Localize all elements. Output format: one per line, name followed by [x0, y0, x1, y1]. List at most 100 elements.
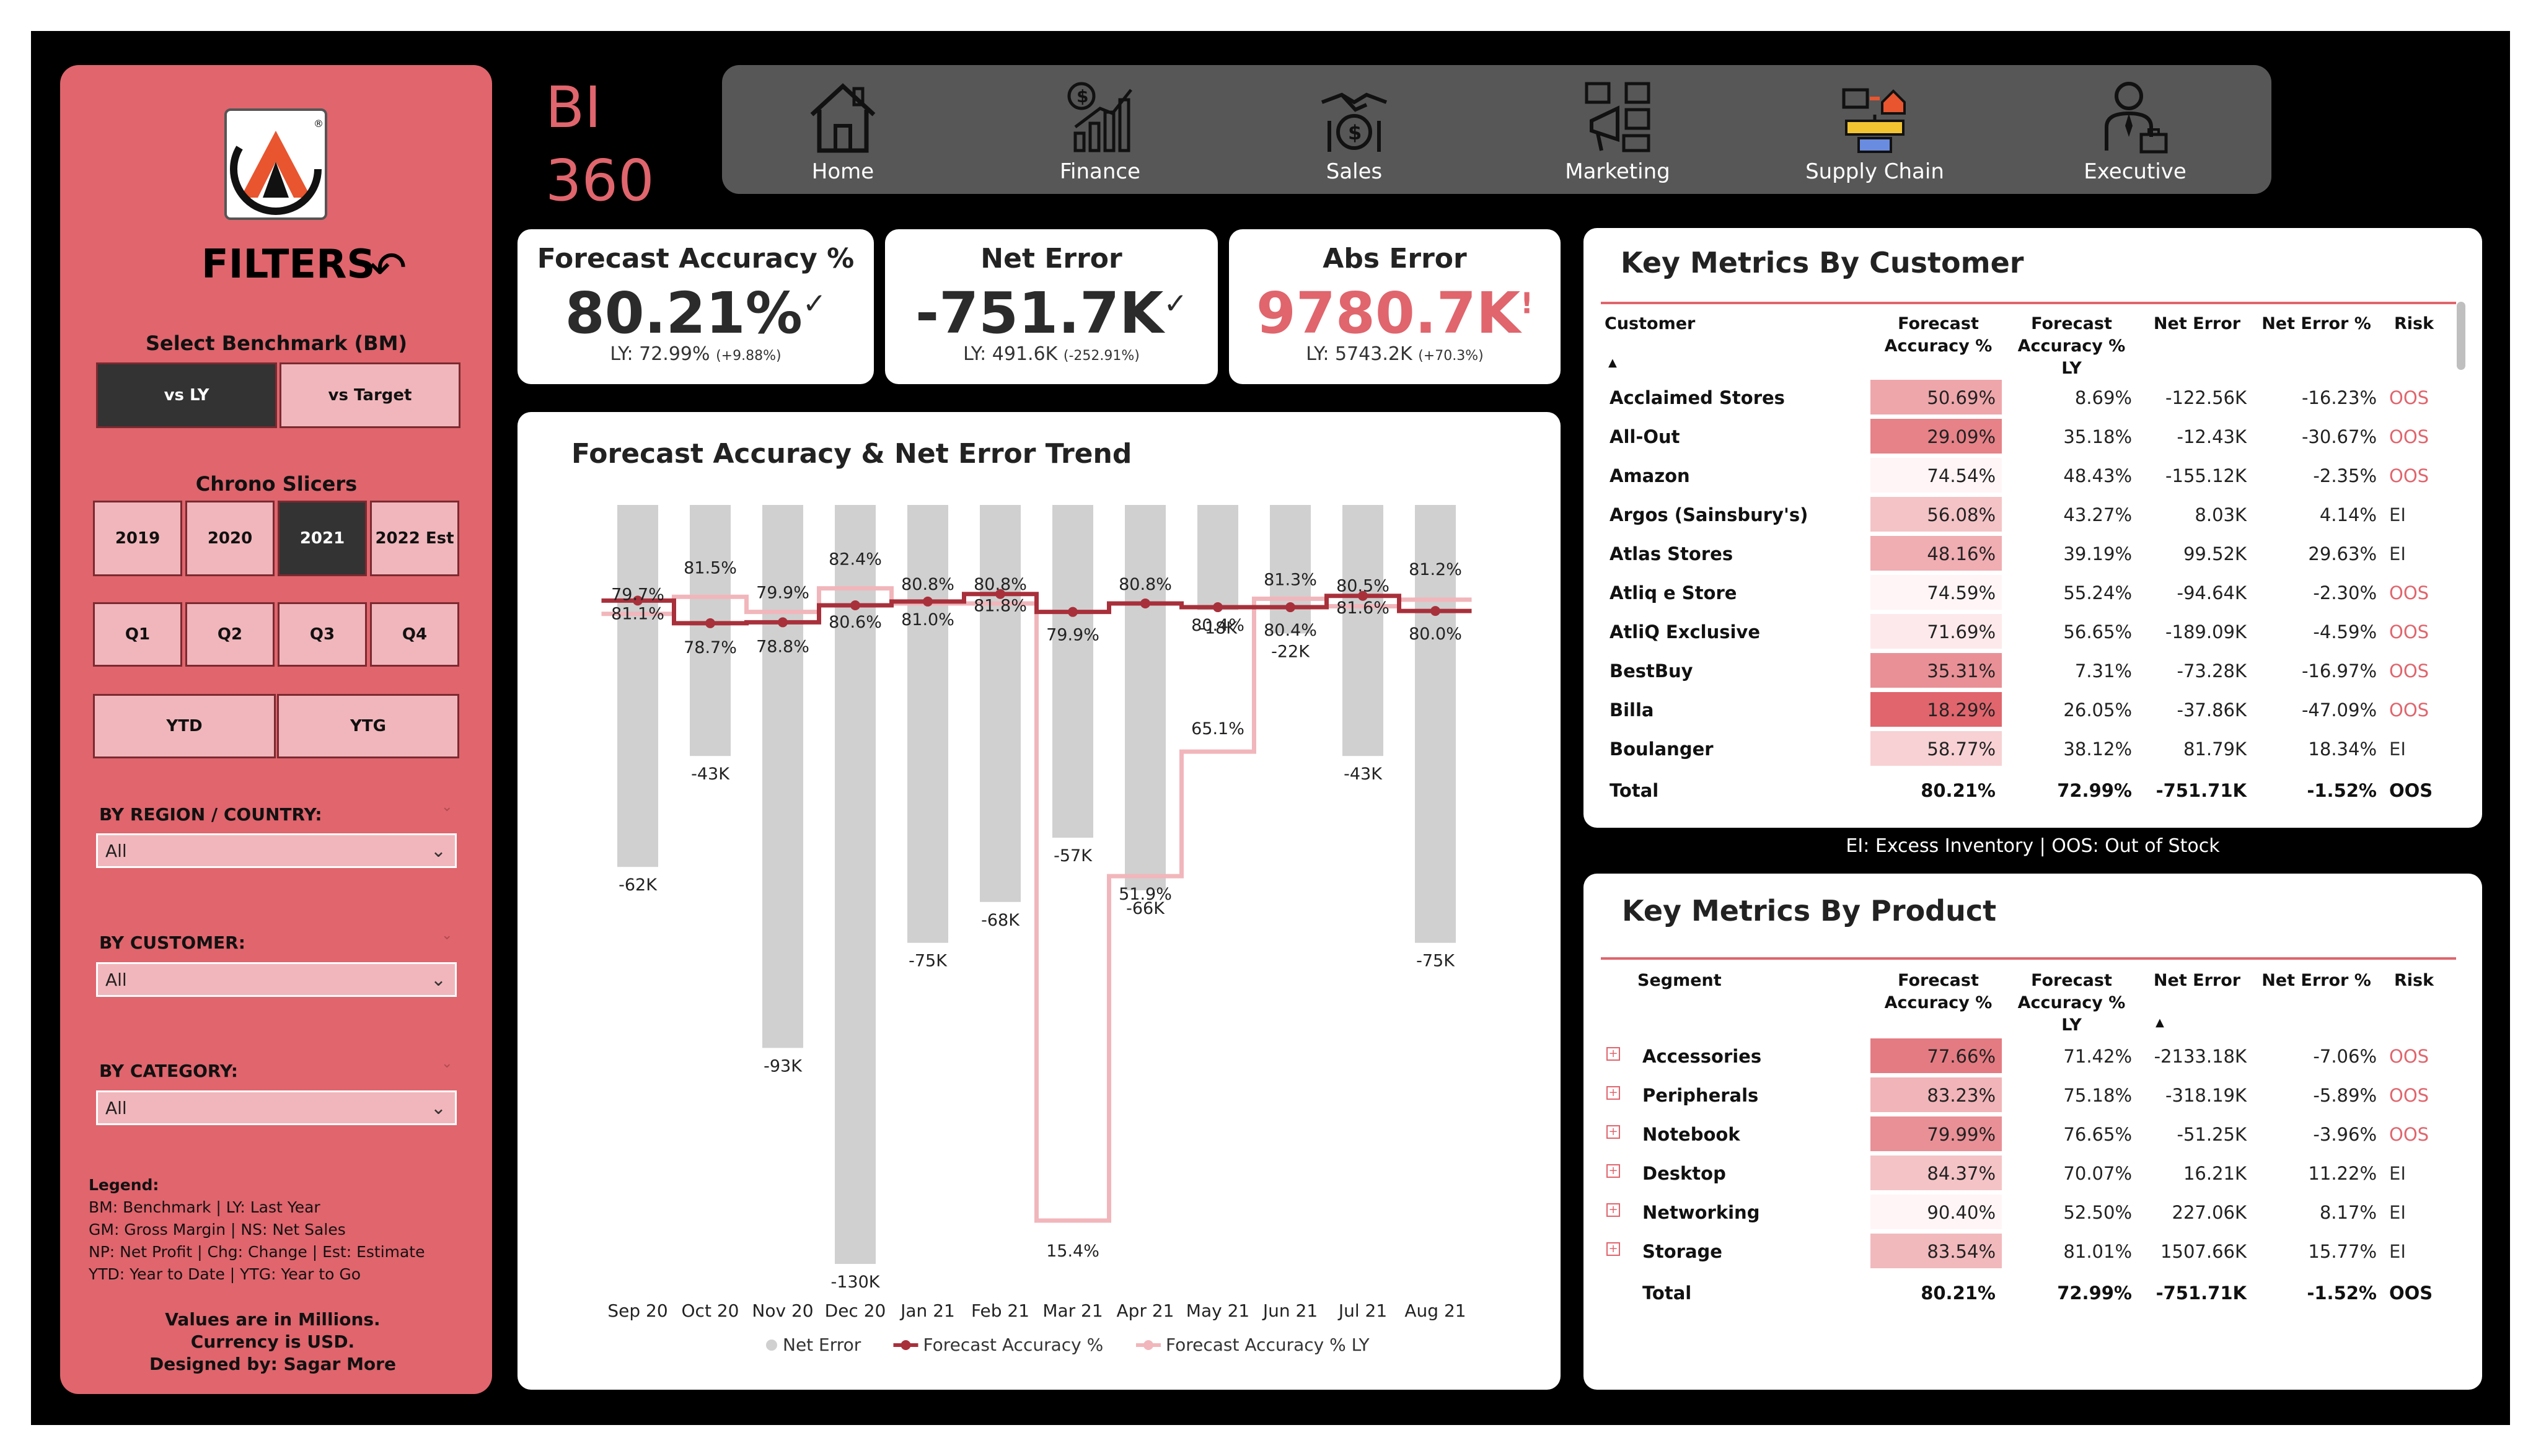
- table-cell[interactable]: Billa: [1610, 699, 1654, 721]
- column-header[interactable]: Net Error: [2151, 970, 2244, 992]
- table-cell[interactable]: Atliq e Store: [1610, 582, 1737, 603]
- nav-home[interactable]: Home: [768, 71, 917, 192]
- sort-ascending-icon[interactable]: ▲: [2156, 1016, 2164, 1029]
- column-header-line: Risk: [2393, 971, 2434, 990]
- table-cell: 35.18%: [2063, 426, 2132, 447]
- legend-heading: Legend:: [89, 1176, 159, 1194]
- column-header[interactable]: Net Error %: [2259, 970, 2374, 992]
- column-header[interactable]: Risk: [2389, 970, 2439, 992]
- benchmark-vs-target-button[interactable]: vs Target: [280, 362, 460, 428]
- quarter-q3-button[interactable]: Q3: [278, 602, 367, 667]
- total-cell[interactable]: Total: [1610, 780, 1659, 801]
- table-cell: 74.54%: [1927, 465, 1996, 486]
- table-cell[interactable]: Argos (Sainsbury's): [1610, 504, 1808, 525]
- table-cell[interactable]: Boulanger: [1610, 739, 1714, 760]
- finance-chart-icon: $: [1067, 82, 1132, 152]
- expand-row-icon[interactable]: +: [1606, 1086, 1620, 1100]
- year-2019-button[interactable]: 2019: [93, 501, 182, 576]
- column-header[interactable]: Net Error %: [2259, 313, 2374, 335]
- table-scrollbar[interactable]: [2457, 302, 2465, 370]
- column-header[interactable]: Net Error: [2151, 313, 2244, 335]
- table-cell: 75.18%: [2063, 1085, 2132, 1106]
- expand-row-icon[interactable]: +: [1606, 1047, 1620, 1061]
- quarter-q2-button[interactable]: Q2: [185, 602, 275, 667]
- column-header-line: Accuracy %: [1884, 336, 1993, 356]
- table-cell[interactable]: All-Out: [1610, 426, 1680, 447]
- forecast-accuracy-ly-line: [601, 586, 1472, 1223]
- heatmap-cell: [1870, 497, 2002, 532]
- table-cell[interactable]: Accessories: [1642, 1046, 1762, 1067]
- table-cell[interactable]: BestBuy: [1610, 660, 1693, 682]
- nav-finance[interactable]: $ Finance: [1026, 71, 1174, 192]
- region-collapse-icon[interactable]: ⌄: [441, 799, 453, 815]
- nav-home-label: Home: [811, 159, 874, 184]
- benchmark-vs-ly-button[interactable]: vs LY: [96, 362, 277, 428]
- table-cell[interactable]: Desktop: [1642, 1163, 1726, 1184]
- legend-swatch: [901, 1340, 911, 1350]
- region-dropdown-value: All: [105, 840, 127, 861]
- table-cell: 79.99%: [1927, 1124, 1996, 1145]
- column-header[interactable]: Risk: [2389, 313, 2439, 335]
- table-cell: -16.23%: [2301, 387, 2377, 408]
- category-dropdown[interactable]: All ⌄: [96, 1090, 457, 1125]
- column-header-line: Accuracy % LY: [2017, 336, 2126, 378]
- table-cell[interactable]: Storage: [1642, 1241, 1722, 1262]
- column-header[interactable]: Segment: [1637, 970, 1823, 992]
- reset-filters-icon[interactable]: ↶: [369, 242, 407, 294]
- heatmap-cell: [1870, 1077, 2002, 1112]
- ytg-button[interactable]: YTG: [277, 694, 459, 758]
- customer-dropdown[interactable]: All ⌄: [96, 962, 457, 997]
- sort-ascending-icon[interactable]: ▲: [1608, 356, 1617, 369]
- table-cell[interactable]: Acclaimed Stores: [1610, 387, 1785, 408]
- expand-row-icon[interactable]: +: [1606, 1242, 1620, 1256]
- total-cell[interactable]: Total: [1642, 1283, 1692, 1304]
- expand-row-icon[interactable]: +: [1606, 1125, 1620, 1139]
- column-header[interactable]: Forecast Accuracy % LY: [2011, 313, 2132, 380]
- year-2020-button[interactable]: 2020: [185, 501, 275, 576]
- year-2021-button[interactable]: 2021: [278, 501, 367, 576]
- heatmap-cell: [1870, 731, 2002, 766]
- x-tick-label: Aug 21: [1404, 1300, 1466, 1321]
- chevron-down-icon: ⌄: [430, 969, 446, 991]
- expand-row-icon[interactable]: +: [1606, 1164, 1620, 1178]
- heatmap-cell: [1870, 614, 2002, 649]
- net-error-bar: [1342, 505, 1383, 757]
- app-logo: ®: [224, 108, 327, 220]
- table-cell[interactable]: Amazon: [1610, 465, 1690, 486]
- x-tick-label: Dec 20: [825, 1300, 886, 1321]
- nav-executive-label: Executive: [2084, 159, 2186, 184]
- customer-collapse-icon[interactable]: ⌄: [441, 928, 453, 943]
- nav-sales[interactable]: $ Sales: [1280, 71, 1429, 192]
- column-header[interactable]: Forecast Accuracy % LY: [2011, 970, 2132, 1037]
- table-cell[interactable]: Peripherals: [1642, 1085, 1759, 1106]
- footnote-line: Values are in Millions.: [165, 1309, 381, 1330]
- table-cell: 1507.66K: [2160, 1241, 2247, 1262]
- accuracy-data-label: 78.7%: [684, 638, 737, 657]
- kpi-value: -751.7K✓: [885, 280, 1218, 346]
- column-header[interactable]: Customer: [1605, 313, 1790, 335]
- year-2022-est-button[interactable]: 2022 Est: [370, 501, 459, 576]
- table-cell[interactable]: Atlas Stores: [1610, 543, 1733, 564]
- region-dropdown[interactable]: All ⌄: [96, 833, 457, 868]
- nav-marketing[interactable]: Marketing: [1543, 71, 1692, 192]
- quarter-q1-button[interactable]: Q1: [93, 602, 182, 667]
- forecast-accuracy-point: [1068, 607, 1078, 617]
- table-cell[interactable]: AtliQ Exclusive: [1610, 621, 1761, 642]
- ytd-button[interactable]: YTD: [93, 694, 276, 758]
- column-header[interactable]: Forecast Accuracy %: [1881, 970, 1996, 1014]
- category-dropdown-value: All: [105, 1097, 127, 1118]
- category-collapse-icon[interactable]: ⌄: [441, 1056, 453, 1071]
- column-header[interactable]: Forecast Accuracy %: [1881, 313, 1996, 357]
- legend-line: BM: Benchmark | LY: Last Year: [89, 1198, 320, 1216]
- kpi-value: 80.21%✓: [517, 280, 874, 346]
- chart-title: Forecast Accuracy & Net Error Trend: [571, 438, 1132, 470]
- heatmap-cell: [1870, 536, 2002, 571]
- table-cell[interactable]: Notebook: [1642, 1124, 1740, 1145]
- table-cell[interactable]: Networking: [1642, 1202, 1760, 1223]
- nav-bar: [722, 65, 2271, 194]
- net-error-bar: [1125, 505, 1166, 890]
- nav-supply-chain[interactable]: Supply Chain: [1800, 71, 1949, 192]
- nav-executive[interactable]: Executive: [2061, 71, 2209, 192]
- quarter-q4-button[interactable]: Q4: [370, 602, 459, 667]
- expand-row-icon[interactable]: +: [1606, 1203, 1620, 1217]
